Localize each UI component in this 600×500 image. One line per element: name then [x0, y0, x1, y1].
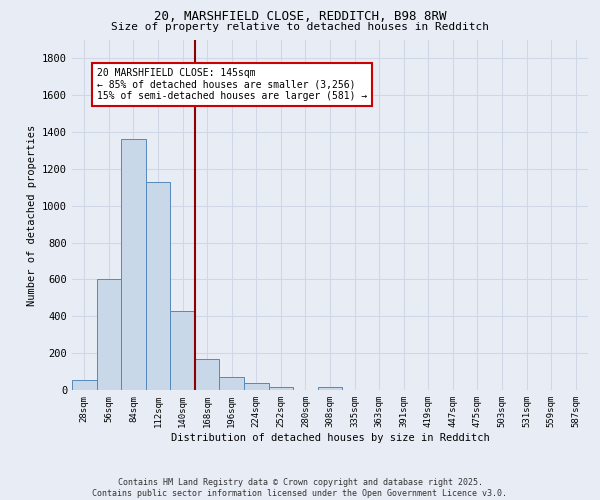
Text: Contains HM Land Registry data © Crown copyright and database right 2025.
Contai: Contains HM Land Registry data © Crown c… — [92, 478, 508, 498]
Bar — [146, 182, 170, 390]
Bar — [269, 386, 293, 390]
Bar — [195, 358, 220, 390]
Text: 20 MARSHFIELD CLOSE: 145sqm
← 85% of detached houses are smaller (3,256)
15% of : 20 MARSHFIELD CLOSE: 145sqm ← 85% of det… — [97, 68, 367, 101]
Bar — [318, 386, 342, 390]
Bar — [72, 380, 97, 390]
Bar — [170, 311, 195, 390]
Text: Size of property relative to detached houses in Redditch: Size of property relative to detached ho… — [111, 22, 489, 32]
Text: 20, MARSHFIELD CLOSE, REDDITCH, B98 8RW: 20, MARSHFIELD CLOSE, REDDITCH, B98 8RW — [154, 10, 446, 23]
Y-axis label: Number of detached properties: Number of detached properties — [26, 124, 37, 306]
Bar — [220, 378, 244, 390]
X-axis label: Distribution of detached houses by size in Redditch: Distribution of detached houses by size … — [170, 432, 490, 442]
Bar — [244, 383, 269, 390]
Bar — [97, 278, 121, 390]
Bar — [121, 140, 146, 390]
